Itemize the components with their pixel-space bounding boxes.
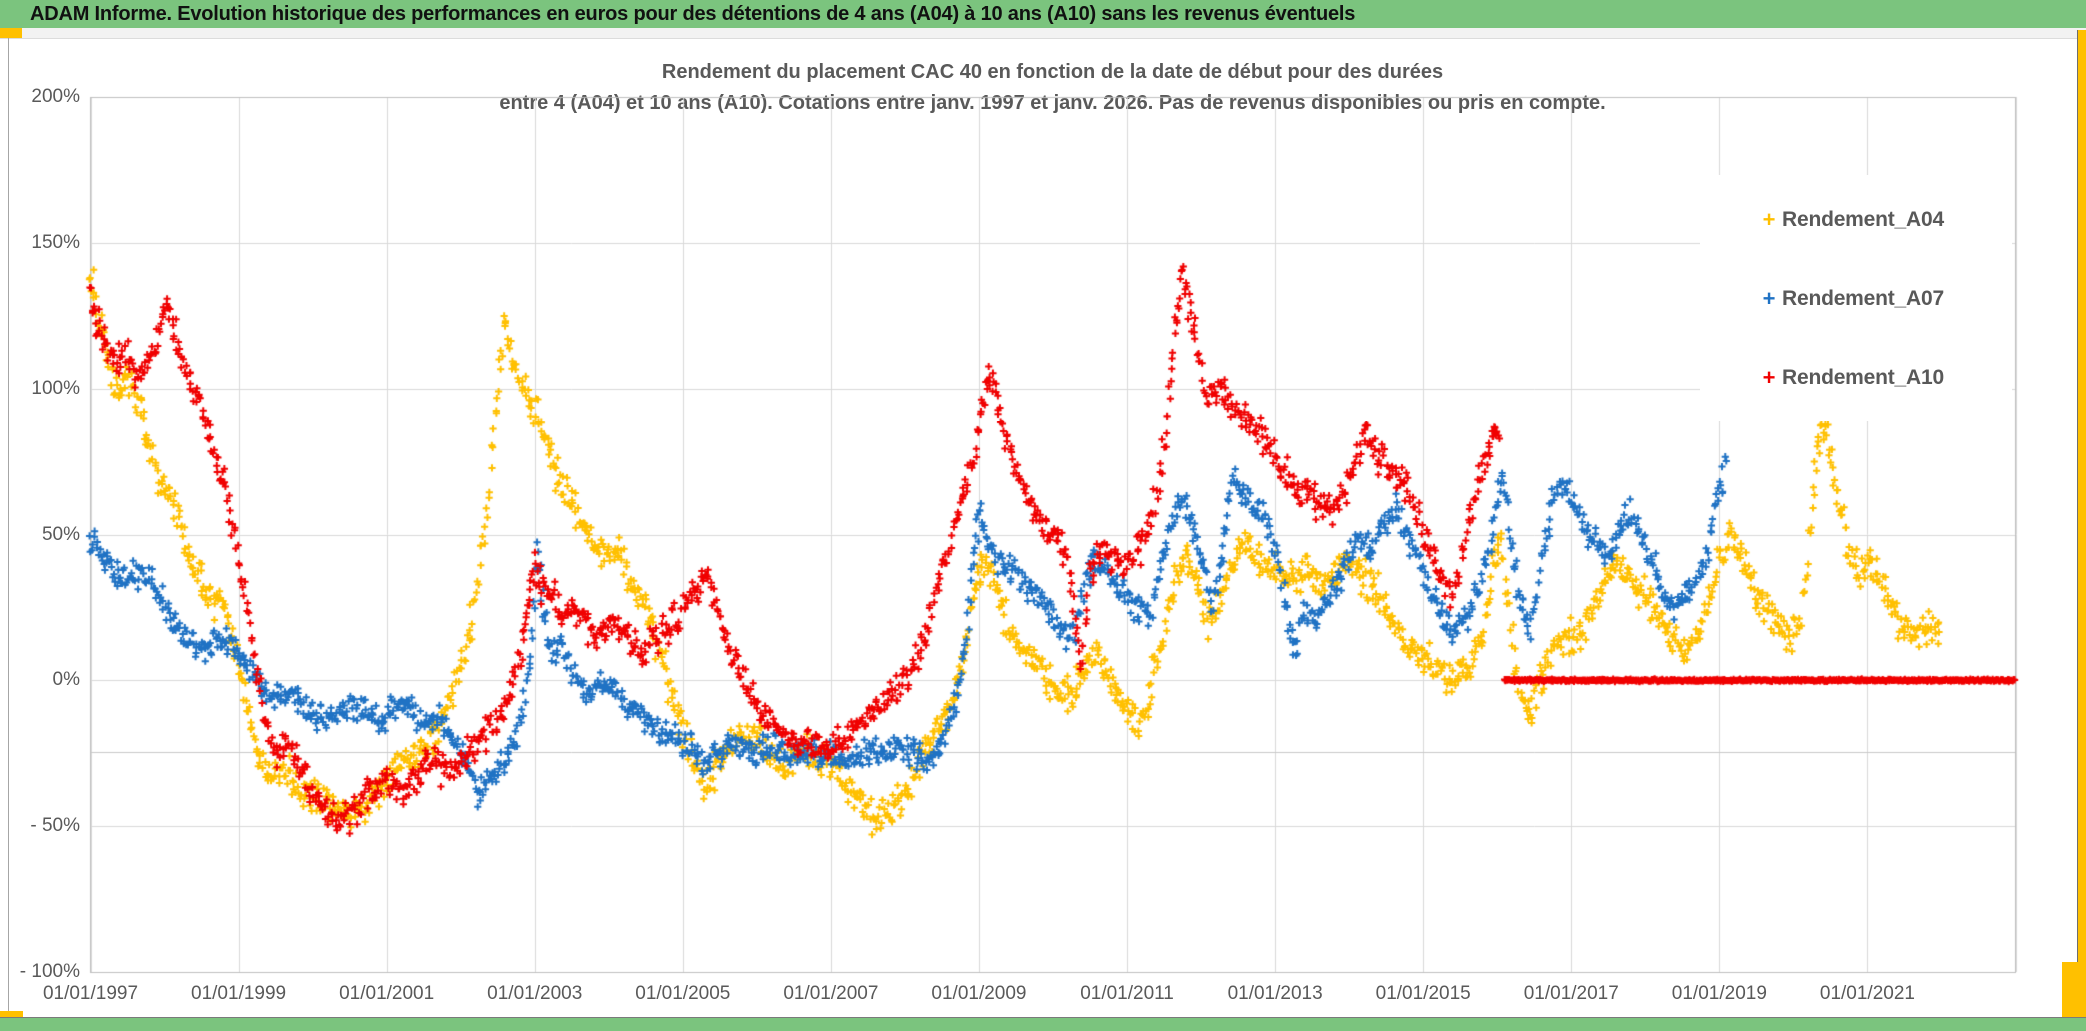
- chart-legend: + Rendement_A04 + Rendement_A07 + Rendement_A…: [1700, 175, 2012, 421]
- y-axis-tick-label: - 100%: [19, 961, 80, 982]
- legend-marker-icon: +: [1762, 365, 1776, 390]
- x-axis-tick-label: 01/01/2009: [931, 983, 1027, 1004]
- legend-entry-rendement_a07[interactable]: + Rendement_A07: [1756, 284, 1945, 314]
- legend-label: Rendement_A10: [1782, 366, 1944, 389]
- x-axis-tick-label: 01/01/2007: [783, 983, 879, 1004]
- bottom-right-accent-corner: [2062, 962, 2086, 1018]
- right-edge-accent-strip: [2078, 30, 2086, 1018]
- legend-marker-icon: +: [1762, 207, 1776, 232]
- window-right-border: [2077, 30, 2078, 1018]
- x-axis-tick-label: 01/01/2015: [1375, 983, 1471, 1004]
- x-axis-tick-label: 01/01/1999: [191, 983, 287, 1004]
- x-axis-tick-label: 01/01/2003: [487, 983, 583, 1004]
- x-axis-tick-label: 01/01/2017: [1523, 983, 1619, 1004]
- bottom-left-accent-notch: [0, 1011, 23, 1018]
- window-bottom-border: [0, 1017, 2086, 1018]
- x-axis-tick-label: 01/01/1997: [42, 983, 139, 1004]
- window-left-border: [8, 38, 9, 1017]
- x-axis-tick-label: 01/01/2013: [1227, 983, 1323, 1004]
- y-axis-tick-label: 0%: [52, 669, 80, 691]
- legend-marker-icon: +: [1762, 286, 1776, 311]
- x-axis-tick-label: 01/01/2019: [1671, 983, 1767, 1004]
- legend-label: Rendement_A04: [1782, 208, 1944, 231]
- y-axis-tick-label: 200%: [31, 86, 80, 107]
- x-axis-tick-label: 01/01/2021: [1819, 983, 1915, 1004]
- bottom-green-band: [0, 1018, 2086, 1031]
- x-axis-tick-label: 01/01/2011: [1080, 983, 1174, 1004]
- y-axis-tick-label: 50%: [41, 523, 80, 545]
- y-axis-tick-label: 100%: [31, 377, 80, 399]
- legend-entry-rendement_a10[interactable]: + Rendement_A10: [1756, 363, 1945, 393]
- y-axis-tick-label: 150%: [31, 231, 80, 253]
- y-axis-tick-label: - 50%: [30, 815, 80, 837]
- legend-entry-rendement_a04[interactable]: + Rendement_A04: [1756, 205, 1945, 235]
- x-axis-tick-label: 01/01/2001: [339, 983, 435, 1004]
- legend-label: Rendement_A07: [1782, 287, 1944, 310]
- x-axis-tick-label: 01/01/2005: [635, 983, 731, 1004]
